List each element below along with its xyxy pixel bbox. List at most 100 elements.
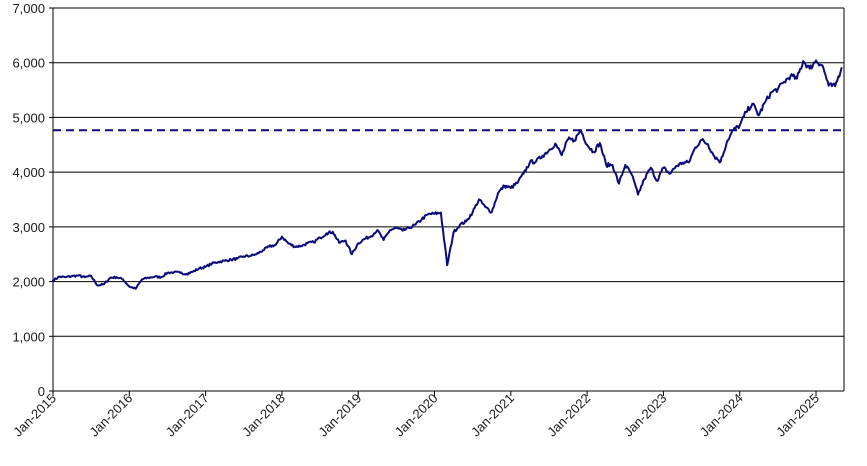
data-point	[83, 276, 86, 279]
data-point	[268, 245, 271, 248]
data-point	[211, 262, 213, 265]
data-point	[656, 179, 658, 182]
y-tick-label: 5,000	[12, 110, 45, 125]
gridlines	[53, 7, 844, 392]
data-point	[160, 276, 162, 279]
data-point	[719, 160, 722, 163]
data-point	[191, 270, 194, 273]
x-tick-label: Jan-2015	[10, 391, 59, 440]
data-point	[827, 84, 830, 87]
data-point	[446, 264, 449, 267]
data-point	[122, 278, 124, 281]
data-point	[71, 275, 73, 277]
y-axis: 0 1,000 2,000 3,000 4,000 5,000 6,000 7,000	[12, 1, 53, 399]
data-point	[109, 276, 112, 279]
data-point	[471, 211, 474, 213]
data-point	[439, 211, 442, 214]
data-point	[770, 91, 773, 94]
data-point	[217, 260, 220, 263]
data-point	[344, 239, 347, 242]
data-point	[242, 255, 245, 258]
data-point	[223, 259, 226, 262]
data-point	[389, 229, 391, 232]
data-point	[363, 237, 366, 240]
series-line	[52, 59, 843, 290]
x-tick-label: Jan-2020	[392, 391, 441, 440]
data-point	[249, 254, 252, 257]
y-tick-label: 6,000	[12, 56, 45, 71]
data-point	[357, 242, 360, 245]
data-point	[64, 276, 67, 279]
x-tick-label: Jan-2019	[315, 391, 364, 440]
data-point	[726, 140, 728, 143]
data-point	[312, 241, 315, 244]
data-point	[745, 111, 747, 113]
data-point	[319, 236, 321, 239]
x-tick-label: Jan-2024	[697, 391, 746, 440]
data-point	[478, 198, 480, 201]
data-point	[350, 253, 353, 256]
data-point	[783, 80, 786, 83]
x-tick-label: Jan-2025	[773, 391, 822, 440]
data-point	[541, 154, 544, 157]
data-point	[586, 143, 589, 146]
y-tick-label: 4,000	[12, 165, 45, 180]
x-tick-label: Jan-2016	[86, 391, 135, 440]
x-tick-label: Jan-2022	[544, 391, 593, 440]
data-point	[166, 271, 169, 274]
data-point	[802, 60, 805, 62]
data-point	[90, 275, 93, 277]
data-point	[490, 211, 493, 213]
data-point	[618, 182, 620, 185]
data-point	[700, 138, 703, 141]
data-point	[497, 192, 499, 194]
data-point	[821, 64, 824, 67]
data-point	[484, 206, 487, 209]
data-point	[751, 102, 754, 105]
data-point	[465, 220, 468, 223]
data-point	[433, 212, 436, 215]
y-tick-label: 1,000	[12, 329, 45, 344]
data-point	[548, 149, 550, 152]
data-point	[128, 285, 131, 288]
data-point	[52, 279, 54, 282]
x-tick-label: Jan-2017	[163, 391, 212, 440]
data-point	[102, 283, 105, 286]
data-point	[668, 172, 671, 175]
data-point	[281, 235, 283, 238]
data-point	[694, 146, 697, 149]
data-point	[675, 165, 678, 168]
data-point	[776, 88, 779, 90]
x-tick-label: Jan-2023	[621, 391, 670, 440]
data-point	[459, 223, 461, 226]
data-point	[624, 164, 627, 166]
data-point	[274, 244, 277, 246]
data-point	[376, 229, 379, 232]
data-point	[840, 67, 843, 70]
data-point	[637, 193, 639, 196]
data-point	[560, 154, 563, 157]
data-point	[592, 150, 595, 153]
data-point	[172, 271, 175, 274]
data-point	[287, 242, 290, 245]
y-tick-label: 2,000	[12, 275, 45, 290]
data-point	[662, 166, 665, 169]
data-point	[815, 59, 817, 62]
data-point	[579, 129, 582, 131]
data-point	[757, 114, 760, 117]
data-point	[598, 142, 601, 145]
data-point	[325, 232, 328, 235]
y-tick-label: 0	[38, 384, 45, 399]
data-point	[528, 161, 531, 164]
data-point	[808, 67, 811, 70]
data-point	[261, 249, 264, 252]
data-point	[134, 287, 137, 290]
data-point	[147, 276, 150, 279]
data-point	[96, 284, 99, 287]
data-point	[255, 253, 258, 256]
data-point	[522, 172, 525, 175]
data-point	[300, 245, 302, 247]
data-point	[573, 139, 576, 142]
y-tick-label: 3,000	[12, 220, 45, 235]
